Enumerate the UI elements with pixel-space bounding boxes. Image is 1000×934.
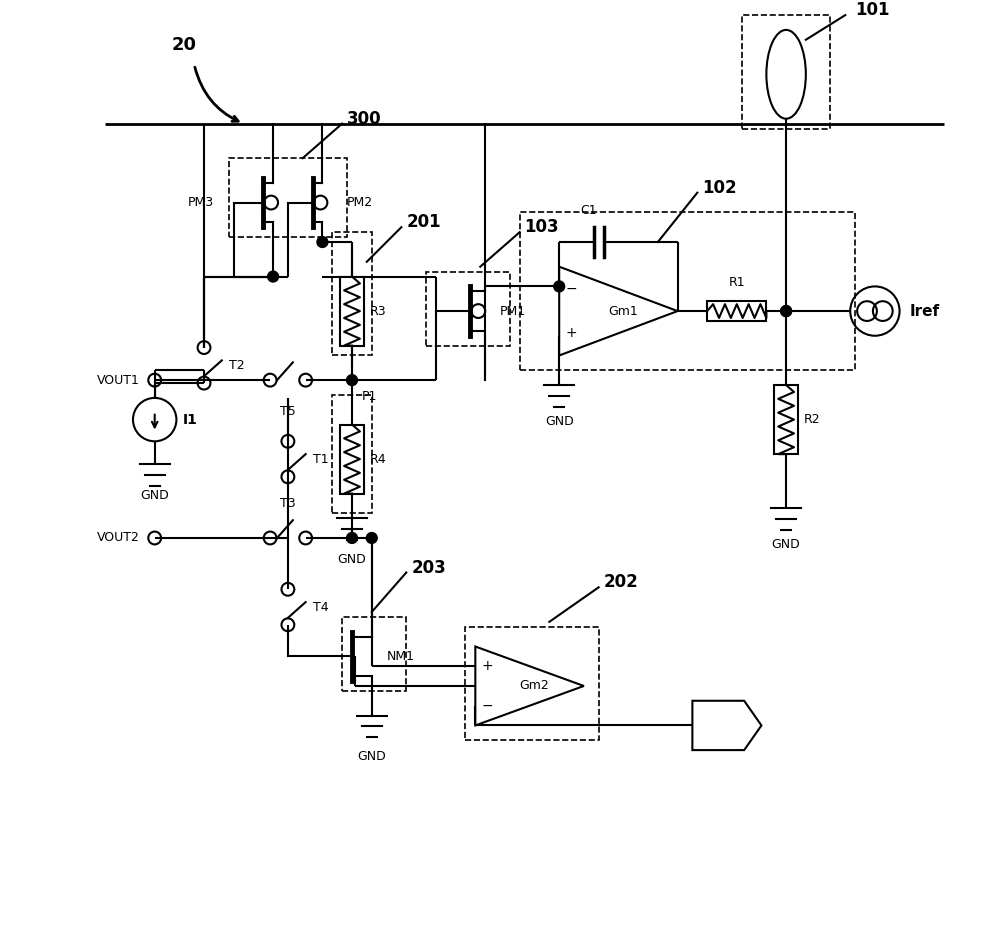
Circle shape [268,271,279,282]
Circle shape [554,281,565,291]
Text: C1: C1 [580,205,597,218]
Bar [332,233,372,356]
Text: 20: 20 [172,35,197,53]
Text: 202: 202 [604,573,638,591]
Text: R2: R2 [804,413,820,426]
Bar [520,212,855,370]
Text: Gm1: Gm1 [608,304,638,318]
Text: Vref: Vref [705,718,739,732]
Text: 101: 101 [855,1,890,20]
Text: GND: GND [140,488,169,502]
Text: T3: T3 [280,498,296,510]
Text: GND: GND [357,750,386,763]
Bar [426,272,510,346]
Text: GND: GND [338,553,366,566]
Circle shape [781,305,792,317]
Circle shape [347,532,357,544]
Text: 103: 103 [525,219,559,236]
Text: P1: P1 [362,390,377,403]
Text: GND: GND [772,538,800,551]
Text: VOUT2: VOUT2 [97,531,140,545]
Bar [465,627,599,741]
Text: R1: R1 [728,276,745,290]
Text: +: + [565,326,577,340]
Bar [707,301,766,321]
Text: R3: R3 [370,304,386,318]
Text: I1: I1 [182,413,197,427]
Text: VOUT1: VOUT1 [97,374,140,387]
Polygon shape [559,267,678,356]
Text: −: − [565,282,577,296]
Circle shape [366,532,377,544]
Bar [774,385,798,454]
Text: R4: R4 [370,453,386,465]
Text: Gm2: Gm2 [520,679,549,692]
Circle shape [781,305,792,317]
Bar [340,276,364,346]
Circle shape [347,375,357,386]
Text: GND: GND [545,415,574,428]
Polygon shape [475,646,584,726]
Bar [332,395,372,514]
Text: 201: 201 [406,213,441,232]
Text: PM2: PM2 [347,196,373,209]
Text: PM3: PM3 [188,196,214,209]
Bar [742,15,830,129]
Text: NM1: NM1 [387,650,415,663]
Text: 102: 102 [702,178,737,197]
Bar [229,158,347,237]
Text: +: + [481,659,493,673]
Text: T4: T4 [313,601,328,614]
Text: T5: T5 [280,404,296,417]
Text: Iref: Iref [909,304,940,318]
Bar [342,617,406,691]
Text: −: − [481,699,493,713]
Polygon shape [692,700,761,750]
Text: T2: T2 [229,359,244,372]
Text: T1: T1 [313,453,328,465]
Circle shape [317,236,328,248]
Text: PM1: PM1 [500,304,526,318]
Text: 203: 203 [411,559,446,576]
Bar [340,425,364,493]
Text: 300: 300 [347,109,382,128]
